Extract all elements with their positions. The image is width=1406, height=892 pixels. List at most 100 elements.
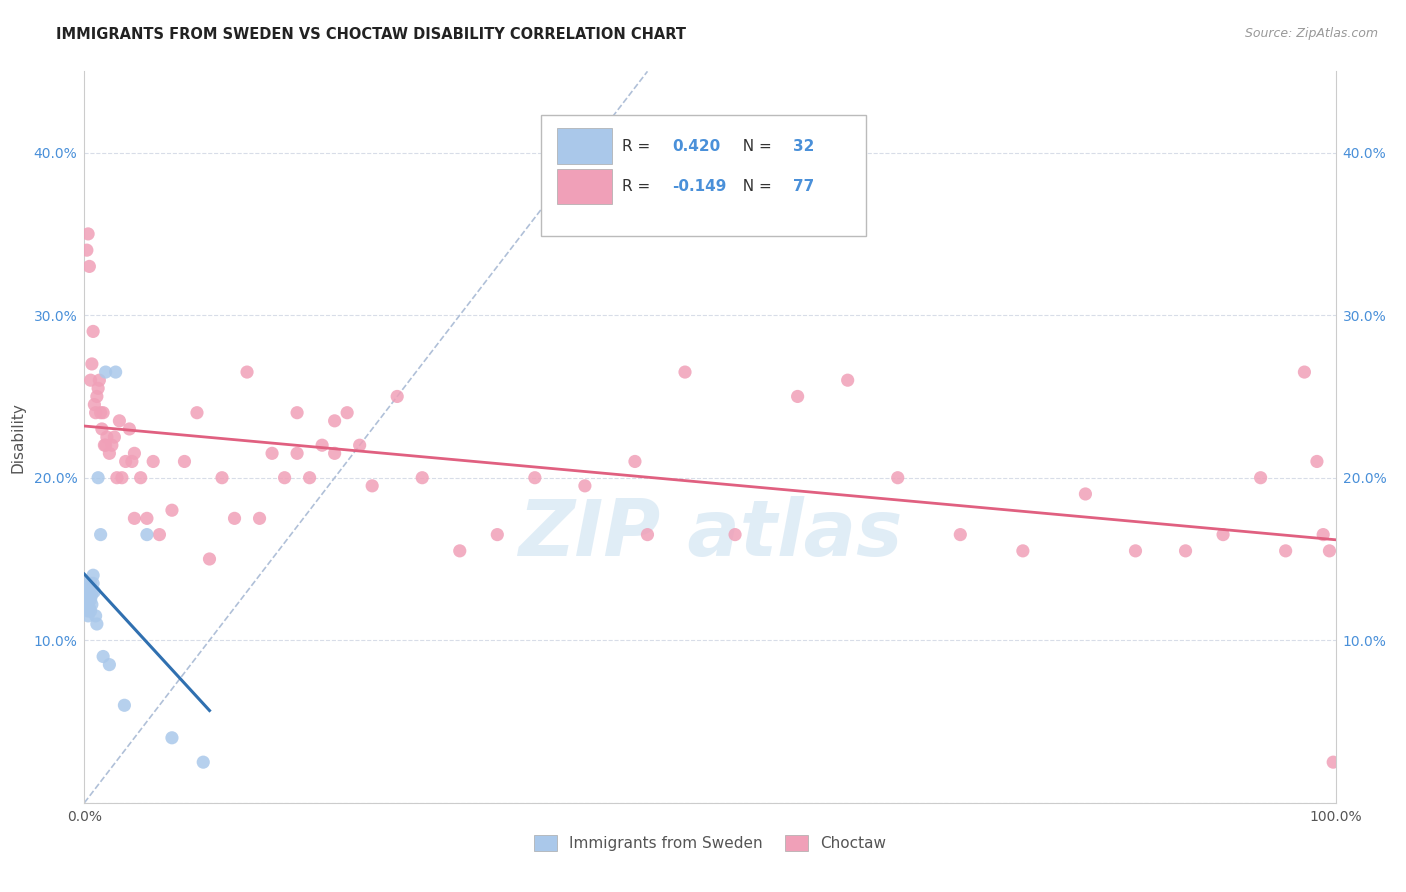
Point	[1250, 471, 1272, 485]
Point	[1274, 544, 1296, 558]
Point	[75, 576, 97, 591]
Text: ZIP atlas: ZIP atlas	[517, 496, 903, 572]
Point	[76, 584, 98, 599]
Point	[1174, 544, 1197, 558]
Point	[103, 430, 125, 444]
Text: N =: N =	[733, 179, 776, 194]
Point	[94, 438, 117, 452]
FancyBboxPatch shape	[557, 128, 613, 164]
Point	[724, 527, 747, 541]
Point	[98, 657, 121, 672]
Point	[142, 454, 165, 468]
Point	[160, 731, 183, 745]
Point	[77, 227, 100, 241]
Point	[1012, 544, 1035, 558]
Point	[624, 454, 647, 468]
Point	[1212, 527, 1234, 541]
Point	[76, 243, 98, 257]
Point	[1312, 527, 1334, 541]
FancyBboxPatch shape	[541, 115, 866, 235]
Point	[1319, 544, 1341, 558]
Text: -0.149: -0.149	[672, 179, 727, 194]
Point	[887, 471, 910, 485]
Point	[79, 373, 101, 387]
Point	[77, 584, 100, 599]
Point	[98, 446, 121, 460]
Point	[79, 260, 101, 274]
Text: 0.420: 0.420	[672, 139, 721, 154]
Point	[160, 503, 183, 517]
Text: Source: ZipAtlas.com: Source: ZipAtlas.com	[1244, 27, 1378, 40]
Point	[673, 365, 696, 379]
Point	[574, 479, 596, 493]
Point	[93, 438, 115, 452]
Text: 32: 32	[793, 139, 814, 154]
Point	[101, 438, 124, 452]
Point	[411, 471, 433, 485]
Point	[90, 527, 112, 541]
Point	[211, 471, 233, 485]
Point	[385, 389, 409, 403]
Point	[84, 608, 107, 623]
Point	[79, 604, 101, 618]
Point	[80, 357, 103, 371]
Point	[198, 552, 221, 566]
Point	[84, 406, 107, 420]
Point	[90, 406, 112, 420]
Point	[77, 604, 100, 618]
Point	[148, 527, 170, 541]
Point	[523, 471, 546, 485]
Point	[86, 389, 108, 403]
Point	[121, 454, 143, 468]
Point	[323, 446, 346, 460]
Point	[82, 568, 104, 582]
Point	[129, 471, 152, 485]
Point	[124, 446, 146, 460]
Point	[311, 438, 333, 452]
Point	[96, 430, 118, 444]
Point	[349, 438, 371, 452]
Point	[285, 446, 308, 460]
Point	[82, 576, 104, 591]
Point	[1074, 487, 1097, 501]
Point	[105, 471, 128, 485]
Point	[1125, 544, 1147, 558]
Point	[80, 598, 103, 612]
Point	[361, 479, 384, 493]
Point	[262, 446, 284, 460]
Point	[76, 600, 98, 615]
Point	[86, 617, 108, 632]
Point	[87, 471, 110, 485]
Point	[336, 406, 359, 420]
Point	[114, 454, 136, 468]
Text: N =: N =	[733, 139, 776, 154]
Point	[193, 755, 215, 769]
Point	[104, 365, 127, 379]
Point	[486, 527, 509, 541]
Point	[837, 373, 859, 387]
Point	[91, 406, 114, 420]
Point	[186, 406, 208, 420]
Point	[89, 373, 111, 387]
Point	[449, 544, 471, 558]
Point	[83, 584, 105, 599]
Point	[82, 325, 104, 339]
Point	[1322, 755, 1344, 769]
Point	[108, 414, 131, 428]
FancyBboxPatch shape	[557, 169, 613, 204]
Point	[112, 698, 135, 713]
Point	[224, 511, 246, 525]
Point	[79, 600, 101, 615]
Point	[80, 588, 103, 602]
Point	[91, 649, 114, 664]
Point	[1306, 454, 1329, 468]
Point	[90, 422, 112, 436]
Point	[94, 365, 117, 379]
Point	[79, 592, 101, 607]
Text: R =: R =	[623, 179, 655, 194]
Point	[83, 398, 105, 412]
Y-axis label: Disability: Disability	[10, 401, 25, 473]
Point	[87, 381, 110, 395]
Point	[79, 588, 101, 602]
Point	[173, 454, 195, 468]
